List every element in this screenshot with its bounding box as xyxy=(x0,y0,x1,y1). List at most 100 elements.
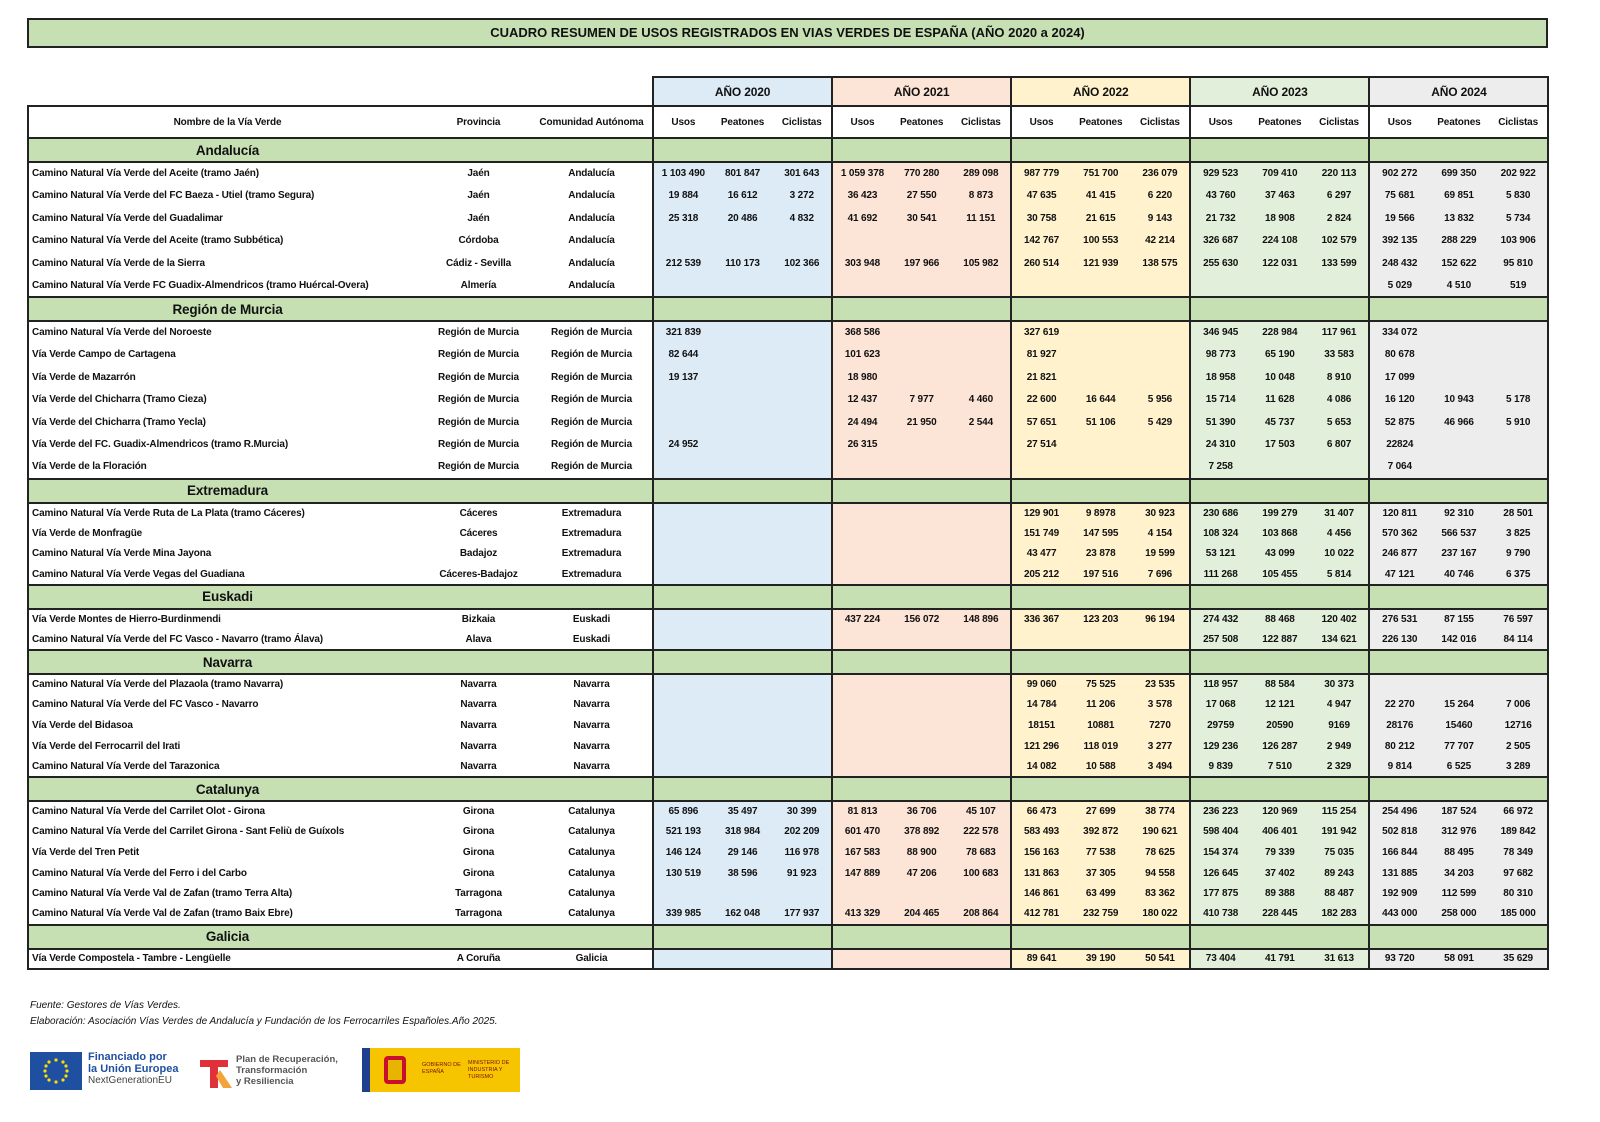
value-cell: 102 579 xyxy=(1309,229,1370,252)
value-cell: 3 289 xyxy=(1488,756,1550,778)
value-cell: 81 927 xyxy=(1010,343,1071,366)
column-header: Nombre de la Vía Verde xyxy=(27,106,426,139)
value-cell: 202 209 xyxy=(772,821,833,843)
value-cell: 47 635 xyxy=(1010,184,1071,207)
value-cell xyxy=(1189,274,1250,297)
column-header: Provincia xyxy=(426,106,531,139)
section-fill xyxy=(426,137,654,163)
value-cell: 197 966 xyxy=(891,252,952,275)
region: Galicia xyxy=(531,948,654,971)
value-cell: 177 875 xyxy=(1189,883,1250,904)
value-cell: 699 350 xyxy=(1429,162,1489,185)
value-cell xyxy=(1130,366,1191,389)
value-cell: 801 847 xyxy=(712,162,773,185)
value-cell: 118 019 xyxy=(1070,735,1131,757)
region: Navarra xyxy=(573,740,610,752)
value-cell: 100 553 xyxy=(1070,229,1131,252)
value-cell: 79 339 xyxy=(1249,842,1310,863)
value-cell xyxy=(951,456,1012,479)
greenway-name: Camino Natural Vía Verde del FC Vasco - … xyxy=(27,694,426,716)
province: Región de Murcia xyxy=(438,349,519,361)
value-cell: 82 644 xyxy=(652,343,713,366)
section-fill xyxy=(1010,776,1191,803)
province: Navarra xyxy=(460,760,497,772)
value-cell xyxy=(951,523,1012,544)
province: Navarra xyxy=(460,699,497,711)
value-cell: 15 714 xyxy=(1189,388,1250,411)
value-cell: 112 599 xyxy=(1429,883,1489,904)
value-cell xyxy=(891,883,952,904)
value-cell: 129 901 xyxy=(1010,502,1071,524)
province: Región de Murcia xyxy=(438,416,519,428)
value-cell: 19 884 xyxy=(652,184,713,207)
region: Navarra xyxy=(573,760,610,772)
value-cell xyxy=(652,756,713,778)
value-cell xyxy=(712,694,773,716)
value-cell: 709 410 xyxy=(1249,162,1310,185)
value-cell xyxy=(1130,433,1191,456)
value-cell: 80 310 xyxy=(1488,883,1550,904)
data-row: Camino Natural Vía Verde Mina Jayona Bada… xyxy=(27,543,1550,565)
value-cell xyxy=(712,715,773,736)
value-cell: 30 373 xyxy=(1309,674,1370,695)
value-cell: 10881 xyxy=(1070,715,1131,736)
value-cell xyxy=(772,543,833,565)
value-cell: 237 167 xyxy=(1429,543,1489,565)
value-cell xyxy=(652,883,713,904)
value-cell xyxy=(951,948,1012,971)
value-cell xyxy=(772,321,833,344)
value-cell xyxy=(712,274,773,297)
value-cell: 78 683 xyxy=(951,842,1012,863)
year-header: AÑO 2020 xyxy=(652,76,833,107)
value-cell: 3 578 xyxy=(1130,694,1191,716)
value-cell: 185 000 xyxy=(1488,904,1550,925)
value-cell: 151 749 xyxy=(1010,523,1071,544)
value-cell: 288 229 xyxy=(1429,229,1489,252)
value-cell: 15460 xyxy=(1429,715,1489,736)
value-cell: 208 864 xyxy=(951,904,1012,925)
section-fill xyxy=(1010,649,1191,676)
value-cell: 570 362 xyxy=(1368,523,1430,544)
value-cell: 5 910 xyxy=(1488,411,1550,434)
greenway-name: Camino Natural Vía Verde Vegas del Guadi… xyxy=(27,564,426,585)
data-row: Camino Natural Vía Verde del Tarazonica N… xyxy=(27,756,1550,778)
value-cell: 47 206 xyxy=(891,862,952,884)
value-cell: 9 8978 xyxy=(1070,502,1131,524)
data-row: Vía Verde Campo de Cartagena Región de Mu… xyxy=(27,343,1550,366)
prtr-mark xyxy=(200,1060,232,1088)
value-cell xyxy=(951,715,1012,736)
region: Catalunya xyxy=(568,888,615,900)
data-row: Camino Natural Vía Verde Vegas del Guadi… xyxy=(27,564,1550,585)
value-cell: 10 048 xyxy=(1249,366,1310,389)
section-fill xyxy=(1189,776,1370,803)
value-cell xyxy=(891,523,952,544)
greenway-name: Camino Natural Vía Verde de la Sierra xyxy=(27,252,426,275)
value-cell xyxy=(1070,456,1131,479)
value-cell xyxy=(891,629,952,651)
value-cell: 3 272 xyxy=(772,184,833,207)
section-fill xyxy=(1189,923,1370,950)
greenway-name: Vía Verde del FC. Guadix-Almendricos (tr… xyxy=(27,433,426,456)
value-cell: 6 807 xyxy=(1309,433,1370,456)
value-cell xyxy=(831,502,892,524)
value-cell: 9169 xyxy=(1309,715,1370,736)
value-cell xyxy=(712,343,773,366)
value-cell: 76 597 xyxy=(1488,608,1550,630)
data-row: Vía Verde Compostela - Tambre - Lengüell… xyxy=(27,948,1550,971)
value-cell: 8 873 xyxy=(951,184,1012,207)
value-cell: 7 064 xyxy=(1368,456,1430,479)
greenway-name: Vía Verde del Chicharra (Tramo Cieza) xyxy=(27,388,426,411)
value-cell xyxy=(652,523,713,544)
value-cell: 566 537 xyxy=(1429,523,1489,544)
region: Región de Murcia xyxy=(551,394,632,406)
value-cell xyxy=(1130,343,1191,366)
value-cell: 38 596 xyxy=(712,862,773,884)
value-cell: 121 939 xyxy=(1070,252,1131,275)
greenway-name: Vía Verde del Ferrocarril del Irati xyxy=(27,735,426,757)
section-fill xyxy=(1189,477,1370,504)
section-fill xyxy=(1368,776,1550,803)
value-cell: 22 270 xyxy=(1368,694,1430,716)
value-cell: 31 613 xyxy=(1309,948,1370,971)
metric-header: Usos xyxy=(831,106,892,139)
value-cell xyxy=(772,411,833,434)
